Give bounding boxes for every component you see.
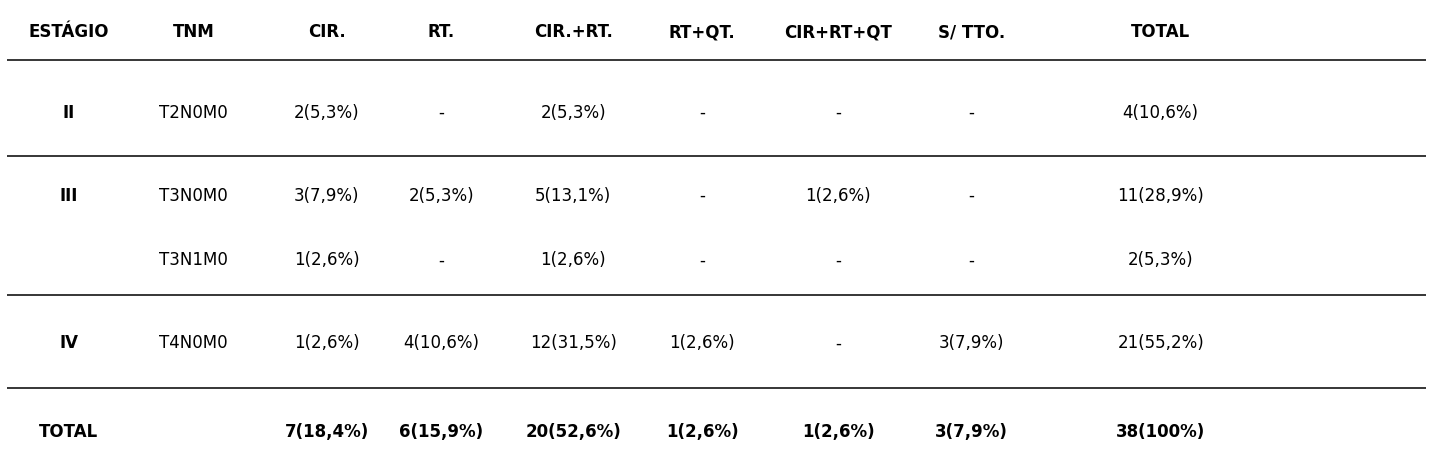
- Text: RT+QT.: RT+QT.: [669, 23, 735, 41]
- Text: 1(2,6%): 1(2,6%): [802, 423, 874, 442]
- Text: S/ TTO.: S/ TTO.: [939, 23, 1005, 41]
- Text: RT.: RT.: [427, 23, 456, 41]
- Text: T2N0M0: T2N0M0: [159, 104, 228, 122]
- Text: 3(7,9%): 3(7,9%): [294, 187, 360, 205]
- Text: IV: IV: [59, 334, 79, 353]
- Text: 1(2,6%): 1(2,6%): [666, 423, 738, 442]
- Text: -: -: [438, 104, 444, 122]
- Text: 1(2,6%): 1(2,6%): [805, 187, 871, 205]
- Text: 2(5,3%): 2(5,3%): [540, 104, 606, 122]
- Text: 3(7,9%): 3(7,9%): [936, 423, 1007, 442]
- Text: 20(52,6%): 20(52,6%): [526, 423, 620, 442]
- Text: 38(100%): 38(100%): [1116, 423, 1205, 442]
- Text: 6(15,9%): 6(15,9%): [400, 423, 483, 442]
- Text: TOTAL: TOTAL: [1131, 23, 1191, 41]
- Text: -: -: [969, 187, 974, 205]
- Text: -: -: [835, 251, 841, 270]
- Text: -: -: [699, 104, 705, 122]
- Text: 1(2,6%): 1(2,6%): [294, 251, 360, 270]
- Text: III: III: [60, 187, 77, 205]
- Text: T4N0M0: T4N0M0: [159, 334, 228, 353]
- Text: T3N1M0: T3N1M0: [159, 251, 228, 270]
- Text: 1(2,6%): 1(2,6%): [540, 251, 606, 270]
- Text: -: -: [835, 104, 841, 122]
- Text: -: -: [438, 251, 444, 270]
- Text: T3N0M0: T3N0M0: [159, 187, 228, 205]
- Text: 2(5,3%): 2(5,3%): [1128, 251, 1194, 270]
- Text: ESTÁGIO: ESTÁGIO: [29, 23, 109, 41]
- Text: 2(5,3%): 2(5,3%): [408, 187, 474, 205]
- Text: 21(55,2%): 21(55,2%): [1118, 334, 1204, 353]
- Text: 11(28,9%): 11(28,9%): [1118, 187, 1204, 205]
- Text: CIR.+RT.: CIR.+RT.: [533, 23, 613, 41]
- Text: II: II: [63, 104, 75, 122]
- Text: 3(7,9%): 3(7,9%): [939, 334, 1005, 353]
- Text: 12(31,5%): 12(31,5%): [530, 334, 616, 353]
- Text: -: -: [699, 187, 705, 205]
- Text: -: -: [969, 104, 974, 122]
- Text: -: -: [969, 251, 974, 270]
- Text: 1(2,6%): 1(2,6%): [669, 334, 735, 353]
- Text: -: -: [699, 251, 705, 270]
- Text: CIR+RT+QT: CIR+RT+QT: [784, 23, 893, 41]
- Text: CIR.: CIR.: [308, 23, 345, 41]
- Text: TOTAL: TOTAL: [39, 423, 99, 442]
- Text: -: -: [835, 334, 841, 353]
- Text: TNM: TNM: [172, 23, 215, 41]
- Text: 5(13,1%): 5(13,1%): [535, 187, 612, 205]
- Text: 4(10,6%): 4(10,6%): [403, 334, 480, 353]
- Text: 4(10,6%): 4(10,6%): [1122, 104, 1199, 122]
- Text: 1(2,6%): 1(2,6%): [294, 334, 360, 353]
- Text: 2(5,3%): 2(5,3%): [294, 104, 360, 122]
- Text: 7(18,4%): 7(18,4%): [285, 423, 368, 442]
